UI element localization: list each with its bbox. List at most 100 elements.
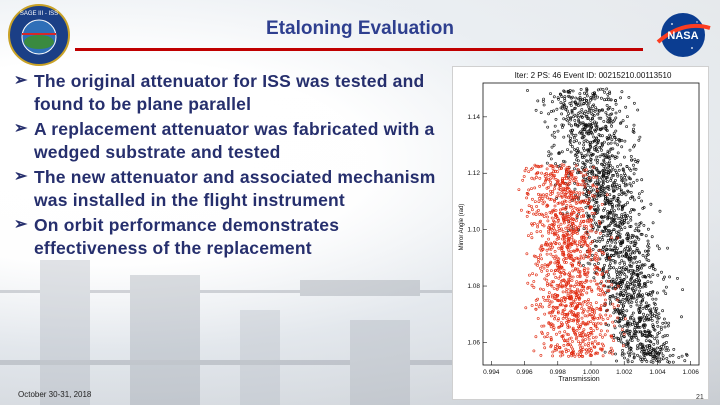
scatter-point	[528, 273, 531, 277]
scatter-point	[569, 242, 573, 246]
scatter-point	[665, 346, 669, 349]
bullet-item: ➢ The original attenuator for ISS was te…	[14, 70, 454, 115]
scatter-point	[554, 209, 558, 212]
scatter-point	[613, 259, 617, 263]
scatter-point	[587, 341, 591, 345]
scatter-point	[608, 211, 612, 214]
scatter-point	[546, 263, 550, 267]
scatter-point	[637, 292, 641, 296]
scatter-point	[624, 252, 628, 256]
scatter-point	[635, 267, 639, 271]
scatter-point	[627, 257, 631, 261]
scatter-point	[577, 97, 581, 101]
scatter-point	[591, 258, 594, 262]
scatter-point	[618, 186, 622, 189]
scatter-point	[630, 287, 634, 291]
svg-text:SAGE III - ISS: SAGE III - ISS	[20, 11, 58, 17]
scatter-point	[534, 213, 538, 217]
scatter-point	[631, 261, 635, 265]
scatter-point	[605, 279, 609, 283]
scatter-point	[625, 297, 629, 301]
scatter-point	[615, 251, 619, 255]
scatter-point	[631, 311, 635, 315]
scatter-point	[640, 346, 644, 350]
scatter-point	[586, 287, 589, 290]
scatter-point	[618, 222, 622, 226]
scatter-point	[652, 342, 656, 346]
scatter-point	[544, 240, 548, 244]
scatter-point	[557, 317, 561, 321]
scatter-point	[629, 218, 633, 222]
scatter-point	[549, 193, 553, 197]
scatter-point	[590, 225, 594, 229]
scatter-point	[620, 205, 624, 209]
scatter-point	[575, 280, 579, 284]
scatter-point	[605, 152, 609, 156]
scatter-point	[615, 213, 618, 217]
scatter-point	[629, 224, 633, 228]
scatter-point	[581, 179, 585, 183]
scatter-point	[597, 220, 601, 224]
scatter-point	[667, 321, 671, 325]
scatter-point	[628, 321, 632, 325]
scatter-point	[607, 188, 611, 191]
scatter-point	[588, 109, 592, 113]
scatter-point	[568, 311, 571, 315]
scatter-point	[540, 164, 544, 168]
scatter-point	[613, 261, 617, 265]
scatter-point	[612, 311, 616, 315]
scatter-point	[524, 306, 528, 310]
scatter-point	[632, 355, 636, 359]
scatter-point	[578, 257, 582, 261]
scatter-point	[599, 145, 603, 149]
scatter-point	[644, 339, 648, 343]
scatter-point	[529, 232, 533, 236]
scatter-point	[571, 196, 575, 200]
scatter-point	[597, 133, 601, 137]
scatter-point	[590, 170, 594, 174]
scatter-point	[600, 143, 604, 146]
scatter-point	[643, 275, 647, 279]
scatter-point	[534, 255, 538, 259]
scatter-point	[569, 228, 573, 232]
scatter-point	[624, 215, 628, 219]
scatter-point	[654, 352, 657, 356]
scatter-point	[643, 329, 647, 333]
scatter-point	[571, 263, 575, 267]
scatter-point	[537, 260, 541, 264]
scatter-point	[573, 119, 577, 122]
scatter-point	[540, 269, 544, 273]
scatter-point	[604, 313, 608, 317]
scatter-point	[595, 142, 599, 145]
scatter-point	[627, 95, 631, 99]
scatter-point	[630, 276, 634, 280]
scatter-point	[598, 267, 602, 271]
scatter-point	[611, 154, 614, 158]
scatter-point	[559, 279, 563, 283]
scatter-point	[547, 112, 551, 116]
x-tick-label: 1.006	[683, 369, 700, 376]
scatter-point	[584, 231, 588, 235]
scatter-point	[621, 294, 625, 298]
chart-title: Iter: 2 PS: 46 Event ID: 00215210.001135…	[515, 71, 672, 80]
scatter-point	[637, 196, 641, 200]
scatter-point	[594, 124, 598, 128]
scatter-point	[684, 352, 688, 356]
scatter-point	[571, 340, 574, 343]
scatter-point	[607, 216, 611, 220]
scatter-point	[589, 158, 593, 161]
scatter-point	[593, 254, 597, 258]
scatter-point	[632, 352, 636, 356]
scatter-point	[571, 232, 575, 236]
scatter-point	[640, 316, 644, 320]
scatter-point	[580, 166, 584, 170]
scatter-point	[539, 287, 542, 291]
scatter-point	[547, 150, 551, 154]
scatter-point	[628, 210, 632, 214]
scatter-point	[616, 304, 620, 308]
scatter-point	[671, 353, 675, 357]
scatter-point	[638, 316, 642, 320]
scatter-point	[644, 307, 648, 311]
scatter-point	[599, 87, 603, 91]
scatter-point	[532, 212, 536, 216]
